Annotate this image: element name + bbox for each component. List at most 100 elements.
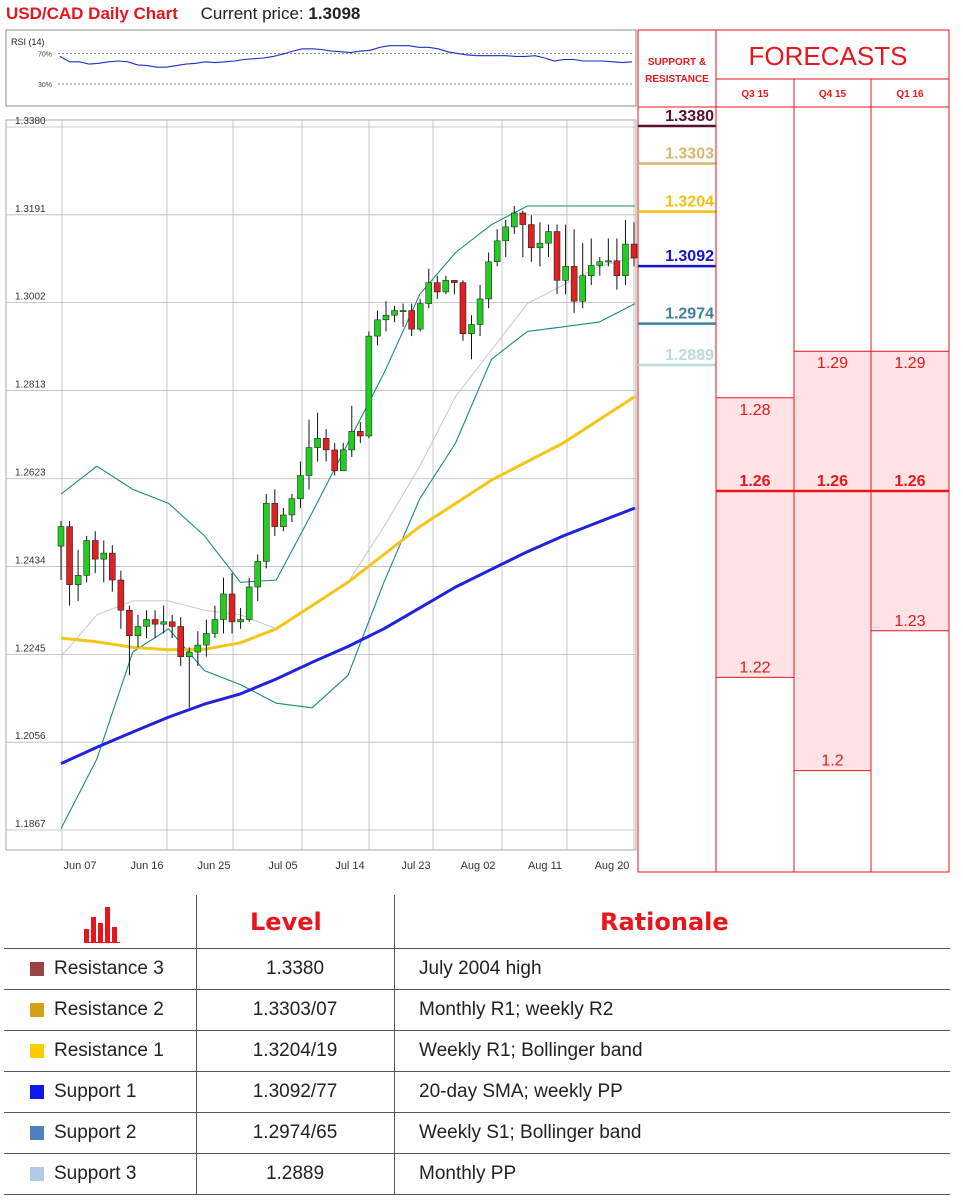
- level-rationale: July 2004 high: [419, 958, 542, 979]
- x-tick-label: Aug 02: [461, 860, 496, 872]
- candle-down: [357, 431, 364, 437]
- candle-up: [399, 310, 407, 312]
- level-swatch: [30, 1126, 44, 1140]
- forecast-min-label: 1.23: [894, 613, 925, 630]
- candle-up: [579, 275, 586, 302]
- y-tick-label: 1.3191: [15, 204, 46, 215]
- level-rationale: 20-day SMA; weekly PP: [419, 1081, 623, 1102]
- x-tick-label: Jul 14: [335, 860, 364, 872]
- x-tick-label: Jul 05: [268, 860, 297, 872]
- candle-up: [237, 619, 244, 623]
- candle-up: [74, 575, 82, 585]
- table-row: Support 2 1.2974/65 Weekly S1; Bollinger b…: [4, 1113, 950, 1154]
- level-value: 1.2974/65: [252, 1122, 338, 1143]
- candle-up: [245, 586, 253, 620]
- forecast-min-label: 1.22: [739, 659, 770, 676]
- candle-up: [143, 619, 150, 627]
- table-row: Support 1 1.3092/77 20-day SMA; weekly PP: [4, 1072, 950, 1113]
- candle-up: [442, 280, 450, 293]
- level-value: 1.3204/19: [252, 1040, 338, 1061]
- rsi-tick-label: 30%: [38, 82, 52, 89]
- candle-up: [83, 540, 90, 576]
- candle-up: [339, 449, 347, 472]
- candle-up: [391, 310, 398, 316]
- level-value: 1.3303/07: [252, 999, 338, 1020]
- forecast-min-label: 1.2: [821, 753, 843, 770]
- level-value: 1.2889: [265, 1163, 325, 1184]
- forecast-column-label: Q4 15: [819, 89, 847, 100]
- candle-up: [374, 319, 381, 337]
- candle-up: [622, 243, 629, 276]
- bollinger-upper-line: [60, 205, 635, 583]
- chart-header: USD/CAD Daily Chart Current price: 1.309…: [6, 4, 360, 28]
- candle-up: [254, 561, 261, 588]
- level-rationale: Weekly R1; Bollinger band: [419, 1040, 643, 1061]
- candle-up: [263, 503, 270, 562]
- candle-up: [160, 621, 167, 625]
- bar-chart-icon: [84, 907, 120, 943]
- forecast-column-label: Q1 16: [896, 89, 924, 100]
- x-tick-label: Jun 16: [130, 860, 163, 872]
- chart-title: USD/CAD Daily Chart: [6, 4, 178, 23]
- level-name: Resistance 3: [54, 958, 164, 979]
- table-row: Resistance 1 1.3204/19 Weekly R1; Bollinge…: [4, 1031, 950, 1072]
- candle-up: [348, 431, 356, 451]
- rsi-tick-label: 70%: [38, 51, 52, 58]
- sr-title-line: RESISTANCE: [645, 74, 709, 85]
- level-swatch: [30, 962, 44, 976]
- level-value: 1.3092/77: [252, 1081, 338, 1102]
- candle-up: [493, 240, 501, 262]
- rsi-panel: RSI (14) 70% 30%: [5, 29, 637, 107]
- chart-canvas: RSI (14)70%30% 1.33801.31911.30021.28131…: [5, 29, 950, 873]
- candle-down: [459, 282, 467, 335]
- candle-down: [528, 224, 535, 249]
- sr-frame: [637, 29, 717, 873]
- candle-down: [630, 243, 638, 259]
- forecasts-panel: FORECASTS Q3 15 1.28 1.22 1.26 Q4 15 1.29 1.2 1.…: [715, 29, 950, 873]
- candle-up: [100, 552, 108, 560]
- candle-up: [511, 212, 518, 228]
- level-rationale: Monthly PP: [419, 1163, 517, 1184]
- y-tick-label: 1.2245: [15, 643, 46, 654]
- sr-level-label: 1.3204: [665, 194, 714, 211]
- table-divider: [196, 895, 197, 1195]
- candle-down: [66, 526, 73, 585]
- sma-200-line: [60, 506, 636, 765]
- y-tick-label: 1.3002: [15, 292, 46, 303]
- candle-up: [365, 335, 373, 437]
- forecast-max-label: 1.29: [894, 355, 925, 372]
- price-chart: 1.3380 1.3191 1.3002 1.2813 1.2623 1.2434 1.22…: [5, 116, 638, 872]
- forecasts-title: FORECASTS: [749, 41, 908, 71]
- bollinger-lower-line: [60, 303, 636, 829]
- rsi-frame: [5, 29, 637, 107]
- candle-up: [220, 593, 227, 620]
- candle-up: [596, 261, 604, 266]
- sr-level-label: 1.3092: [665, 248, 714, 265]
- candle-up: [382, 314, 390, 321]
- current-price-value: 1.3098: [308, 4, 361, 23]
- candle-up: [134, 626, 142, 637]
- level-swatch: [30, 1044, 44, 1058]
- candle-up: [297, 475, 304, 499]
- x-tick-label: Aug 11: [528, 860, 562, 872]
- x-tick-label: Jun 25: [197, 860, 230, 872]
- candle-down: [228, 593, 236, 623]
- current-price: Current price: 1.3098: [201, 4, 361, 23]
- sr-level-label: 1.2889: [665, 347, 714, 364]
- candle-up: [186, 651, 193, 657]
- level-swatch: [30, 1003, 44, 1017]
- candle-down: [451, 280, 458, 283]
- candle-up: [502, 226, 509, 242]
- y-tick-label: 1.2056: [15, 731, 46, 742]
- candle-up: [194, 644, 202, 653]
- forecast-range-box: [716, 397, 794, 678]
- level-swatch: [30, 1085, 44, 1099]
- candle-down: [109, 552, 116, 581]
- table-row: Resistance 3 1.3380 July 2004 high: [4, 949, 950, 990]
- current-price-label: Current price:: [200, 4, 304, 23]
- y-tick-label: 1.2813: [15, 379, 46, 390]
- candle-up: [587, 265, 595, 276]
- candle-down: [331, 449, 338, 472]
- level-rationale: Weekly S1; Bollinger band: [419, 1122, 642, 1143]
- candle-down: [126, 609, 133, 637]
